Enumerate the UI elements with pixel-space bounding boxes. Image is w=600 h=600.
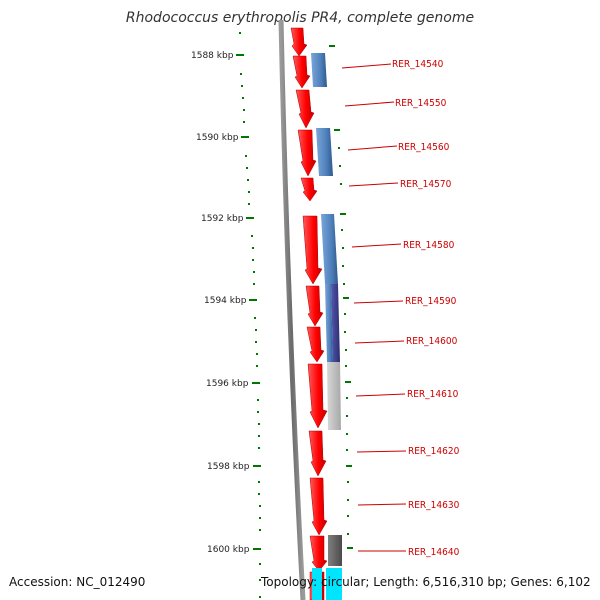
gene-label-rer-14610: RER_14610 — [407, 389, 459, 400]
ruler-ticks-right — [329, 45, 353, 549]
gene-label-rer-14580: RER_14580 — [403, 240, 455, 251]
tick-label-1594: 1594 kbp — [204, 296, 247, 306]
gene-label-rer-14540: RER_14540 — [392, 59, 444, 70]
gene-label-rer-14600: RER_14600 — [406, 336, 458, 347]
tick-label-1598: 1598 kbp — [207, 462, 250, 472]
cds-arrow — [306, 326, 325, 363]
gene-label-rer-14570: RER_14570 — [400, 179, 452, 190]
cds-arrow — [290, 27, 308, 57]
genome-backbone — [278, 19, 306, 600]
feature-block-blue — [316, 128, 333, 176]
feature-track — [311, 53, 342, 600]
ruler-ticks-left — [239, 32, 261, 598]
gene-label-rer-14560: RER_14560 — [398, 142, 450, 153]
cds-arrow — [309, 477, 328, 536]
feature-block-cyan-small — [312, 568, 322, 600]
cds-arrow — [297, 129, 317, 177]
accession-text: Accession: NC_012490 — [9, 575, 146, 589]
feature-block-blue — [321, 214, 338, 284]
cds-arrow — [302, 215, 323, 285]
cds-arrow — [300, 177, 318, 202]
feature-block-indigo — [331, 284, 340, 362]
tick-label-1592: 1592 kbp — [201, 214, 244, 224]
tick-label-1588: 1588 kbp — [191, 51, 234, 61]
cds-arrow — [308, 430, 327, 477]
feature-block-blue — [325, 284, 333, 362]
feature-block-cyan — [326, 568, 342, 600]
topology-text: Topology: circular; Length: 6,516,310 bp… — [261, 575, 591, 589]
map-title: Rhodococcus erythropolis PR4, complete g… — [125, 10, 475, 26]
label-leaders — [341, 63, 407, 552]
feature-block-lightgray — [327, 362, 341, 430]
feature-block-darkgray — [328, 535, 342, 566]
tick-label-1590: 1590 kbp — [196, 133, 239, 143]
cds-arrow — [307, 363, 328, 429]
cds-arrow — [292, 55, 311, 89]
gene-label-rer-14630: RER_14630 — [408, 500, 460, 511]
tick-label-1596: 1596 kbp — [206, 379, 249, 389]
gene-label-rer-14640: RER_14640 — [408, 547, 460, 558]
feature-block-blue — [311, 53, 327, 87]
cds-arrow — [309, 535, 328, 572]
tick-label-1600: 1600 kbp — [207, 545, 250, 555]
ruler-major-ticks — [236, 54, 261, 550]
cds-arrow — [295, 89, 315, 129]
cds-arrow — [305, 285, 324, 327]
cds-track — [290, 27, 328, 600]
gene-label-rer-14590: RER_14590 — [405, 296, 457, 307]
gene-label-rer-14620: RER_14620 — [408, 446, 460, 457]
gene-label-rer-14550: RER_14550 — [395, 98, 447, 109]
